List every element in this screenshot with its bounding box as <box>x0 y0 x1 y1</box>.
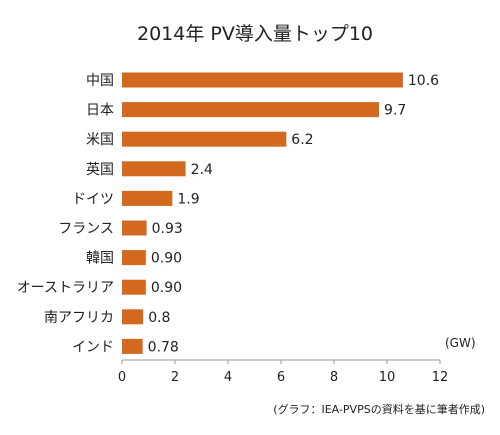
bar <box>122 190 173 206</box>
bar <box>122 72 403 88</box>
category-label: インド <box>72 339 114 355</box>
category-label: 英国 <box>86 161 114 178</box>
category-label: ドイツ <box>72 191 114 207</box>
data-label: 0.8 <box>148 310 170 326</box>
x-axis: 0 2 4 6 8 10 12 <box>118 359 449 385</box>
bar <box>122 309 144 325</box>
category-label: オーストラリア <box>17 280 114 296</box>
data-label: 1.9 <box>177 191 199 207</box>
chart-title: 2014年 PV導入量トップ10 <box>137 23 373 45</box>
data-label: 9.7 <box>384 103 406 119</box>
data-label: 2.4 <box>191 162 213 178</box>
data-label: 0.93 <box>152 221 183 237</box>
x-tick-label: 6 <box>277 370 285 385</box>
data-label: 0.78 <box>148 339 179 355</box>
x-tick-label: 12 <box>432 370 449 385</box>
x-tick-label: 4 <box>224 370 232 385</box>
bar <box>122 131 287 147</box>
bar <box>122 220 147 236</box>
category-label: 日本 <box>86 103 114 119</box>
bar <box>122 102 380 118</box>
data-label: 0.90 <box>151 280 182 296</box>
x-tick-label: 10 <box>379 370 396 385</box>
x-tick-label: 0 <box>118 370 126 385</box>
x-tick-label: 8 <box>330 370 338 385</box>
unit-label: (GW) <box>445 336 476 350</box>
bar <box>122 279 146 295</box>
bar <box>122 161 186 177</box>
data-label: 10.6 <box>408 73 439 89</box>
category-label: 南アフリカ <box>44 310 114 326</box>
source-note: (グラフ：IEA-PVPSの資料を基に筆者作成) <box>273 402 485 416</box>
bar <box>122 338 143 354</box>
data-label: 0.90 <box>151 251 182 267</box>
category-label: 中国 <box>86 73 114 89</box>
bar <box>122 250 146 266</box>
category-label: 韓国 <box>86 251 114 267</box>
category-label: フランス <box>58 221 114 237</box>
bars-layer: 中国 10.6 日本 9.7 米国 6.2 英国 2.4 ドイツ 1.9 フランス 0.93 韓国 0.9… <box>17 72 439 355</box>
x-tick-label: 2 <box>171 370 179 385</box>
category-label: 米国 <box>86 132 114 148</box>
data-label: 6.2 <box>291 132 313 148</box>
